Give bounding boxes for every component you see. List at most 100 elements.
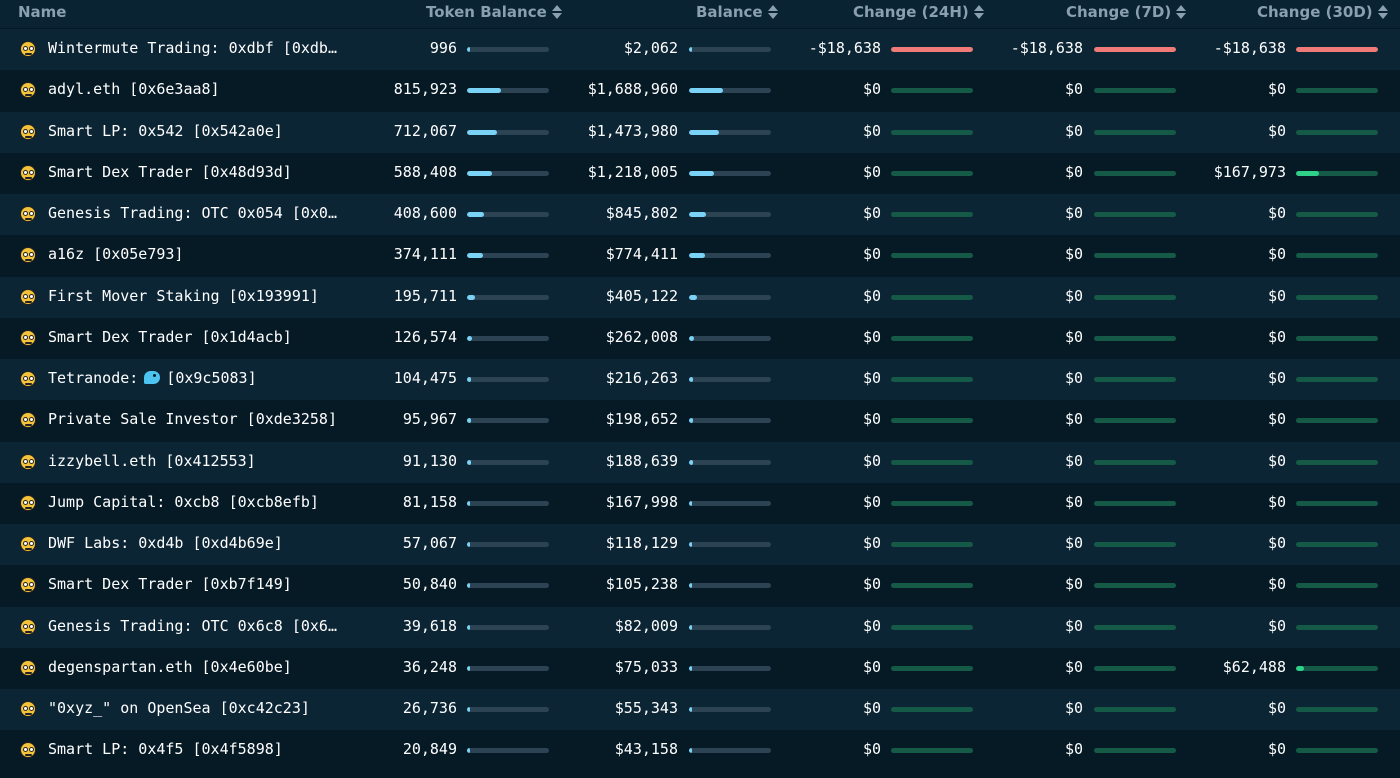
entity-name-link[interactable]: Genesis Trading: OTC 0x054 [0x054a1b]	[48, 204, 340, 222]
table-row[interactable]: Jump Capital: 0xcb8 [0xcb8efb] 81,158 $167…	[0, 482, 1400, 524]
entity-avatar-icon	[20, 164, 36, 181]
entity-name-link[interactable]: DWF Labs: 0xd4b [0xd4b69e]	[48, 534, 283, 552]
column-header-change-7d[interactable]: Change (7D)	[1066, 3, 1187, 21]
balance-bar-fill	[689, 377, 694, 382]
change-30d-value: -$18,638	[1213, 39, 1286, 57]
change-24h-bar	[891, 748, 973, 754]
table-row[interactable]: "0xyz_" on OpenSea [0xc42c23] 26,736 $55,3…	[0, 689, 1400, 730]
entity-name-link[interactable]: Smart LP: 0x542 [0x542a0e]	[48, 121, 283, 140]
balance-bar-fill	[689, 253, 705, 259]
column-header-balance[interactable]: Balance	[696, 3, 778, 21]
entity-name-prefix: Tetranode:	[48, 369, 139, 387]
entity-name-link[interactable]: degenspartan.eth [0x4e60be]	[48, 657, 292, 676]
entity-name-link[interactable]: Wintermute Trading: 0xdbf [0xdbf5e9c]	[48, 39, 340, 57]
entity-name-link[interactable]: izzybell.eth [0x412553]	[48, 451, 256, 470]
balance-bar-fill	[689, 624, 693, 630]
table-row[interactable]: izzybell.eth [0x412553] 91,130 $188,639 $0 $…	[0, 441, 1400, 483]
entity-name-link[interactable]: Smart Dex Trader [0x48d93d]	[48, 162, 292, 181]
table-row[interactable]: First Mover Staking [0x193991] 195,711 $40…	[0, 276, 1400, 318]
sort-icon	[767, 4, 778, 20]
table-row[interactable]: DWF Labs: 0xd4b [0xd4b69e] 57,067 $118,129…	[0, 524, 1400, 565]
entity-name-link[interactable]: Private Sale Investor [0xde3258]	[48, 410, 337, 429]
change-7d-bar	[1094, 459, 1176, 465]
change-24h-value: -$18,638	[808, 39, 881, 57]
balance-value: $188,639	[605, 451, 678, 470]
change-7d-value: $0	[1064, 451, 1083, 470]
change-7d-bar	[1094, 665, 1176, 671]
change-24h-value: $0	[862, 162, 881, 181]
token-balance-bar	[467, 88, 549, 94]
change-30d-value: $0	[1267, 327, 1286, 346]
entity-avatar-icon	[20, 618, 36, 635]
table-row[interactable]: Smart Dex Trader [0xb7f149] 50,840 $105,23…	[0, 565, 1400, 607]
balance-value: $1,473,980	[587, 121, 678, 140]
token-balance-value: 57,067	[402, 534, 457, 552]
entity-avatar-icon	[20, 536, 36, 552]
entity-name-link[interactable]: "0xyz_" on OpenSea [0xc42c23]	[48, 699, 310, 717]
change-24h-bar	[891, 624, 973, 630]
table-row[interactable]: Genesis Trading: OTC 0x6c8 [0x6c8f2a] 39,…	[0, 606, 1400, 648]
column-header-name[interactable]: Name	[18, 3, 66, 21]
entity-name-link[interactable]: Smart LP: 0x4f5 [0x4f5898]	[48, 740, 283, 759]
change-7d-value: $0	[1064, 492, 1083, 511]
change-7d-value: $0	[1064, 657, 1083, 676]
table-row[interactable]: Smart LP: 0x4f5 [0x4f5898] 20,849 $43,158 $…	[0, 730, 1400, 772]
change-7d-bar-fill	[1094, 47, 1176, 52]
balance-value: $198,652	[605, 410, 678, 429]
change-7d-value: -$18,638	[1010, 39, 1083, 57]
entity-name-link[interactable]: a16z [0x05e793]	[48, 245, 184, 264]
balance-bar-fill	[689, 88, 724, 94]
balance-value: $75,033	[614, 657, 678, 676]
entity-name-link[interactable]: First Mover Staking [0x193991]	[48, 286, 319, 305]
token-balance-bar-fill	[467, 624, 471, 630]
token-balance-value: 996	[429, 39, 457, 57]
change-7d-value: $0	[1064, 80, 1083, 99]
change-24h-bar	[891, 665, 973, 671]
entity-avatar-icon	[20, 659, 36, 676]
change-30d-bar	[1296, 707, 1378, 712]
change-7d-value: $0	[1064, 204, 1083, 222]
table-row[interactable]: adyl.eth [0x6e3aa8] 815,923 $1,688,960 $0 $0…	[0, 70, 1400, 112]
change-7d-bar	[1094, 335, 1176, 341]
entity-name-link[interactable]: Tetranode: [0x9c5083]	[48, 369, 340, 387]
table-row[interactable]: Smart Dex Trader [0x48d93d] 588,408 $1,218…	[0, 152, 1400, 194]
column-header-change-30d[interactable]: Change (30D)	[1257, 3, 1388, 21]
change-24h-value: $0	[862, 699, 881, 717]
token-balance-bar-fill	[467, 129, 498, 135]
entity-name-link[interactable]: Smart Dex Trader [0x1d4acb]	[48, 327, 292, 346]
entity-name-link[interactable]: Genesis Trading: OTC 0x6c8 [0x6c8f2a]	[48, 616, 340, 635]
table-row[interactable]: Smart Dex Trader [0x1d4acb] 126,574 $262,0…	[0, 317, 1400, 359]
change-24h-value: $0	[862, 740, 881, 759]
change-24h-value: $0	[862, 245, 881, 264]
table-row[interactable]: degenspartan.eth [0x4e60be] 36,248 $75,033…	[0, 647, 1400, 689]
balance-bar-fill	[689, 212, 707, 217]
balance-bar	[689, 377, 771, 382]
column-header-change-24h[interactable]: Change (24H)	[853, 3, 984, 21]
change-30d-value: $0	[1267, 699, 1286, 717]
token-balance-value: 815,923	[393, 80, 457, 99]
balance-value: $167,998	[605, 492, 678, 511]
token-balance-bar	[467, 459, 549, 465]
table-row[interactable]: Smart LP: 0x542 [0x542a0e] 712,067 $1,473,…	[0, 111, 1400, 153]
change-7d-value: $0	[1064, 327, 1083, 346]
entity-avatar-icon	[20, 577, 36, 594]
change-30d-bar	[1296, 88, 1378, 94]
change-30d-value: $0	[1267, 534, 1286, 552]
balance-bar	[689, 294, 771, 300]
entity-name-link[interactable]: adyl.eth [0x6e3aa8]	[48, 80, 220, 99]
table-row[interactable]: a16z [0x05e793] 374,111 $774,411 $0 $0 $0	[0, 235, 1400, 277]
entity-name-link[interactable]: Smart Dex Trader [0xb7f149]	[48, 575, 292, 594]
table-row[interactable]: Private Sale Investor [0xde3258] 95,967 $1…	[0, 400, 1400, 442]
token-balance-bar-fill	[467, 459, 471, 465]
change-7d-bar	[1094, 377, 1176, 382]
change-7d-bar	[1094, 212, 1176, 217]
change-7d-bar	[1094, 294, 1176, 300]
change-24h-value: $0	[862, 657, 881, 676]
table-row[interactable]: Tetranode: [0x9c5083] 104,475 $216,263 $0 $0 $…	[0, 359, 1400, 400]
column-header-token-balance[interactable]: Token Balance	[426, 3, 562, 21]
table-row[interactable]: Wintermute Trading: 0xdbf [0xdbf5e9c] 996…	[0, 29, 1400, 70]
change-7d-bar	[1094, 418, 1176, 424]
entity-name-link[interactable]: Jump Capital: 0xcb8 [0xcb8efb]	[48, 492, 319, 511]
balance-value: $82,009	[614, 616, 678, 635]
table-row[interactable]: Genesis Trading: OTC 0x054 [0x054a1b] 408…	[0, 194, 1400, 235]
